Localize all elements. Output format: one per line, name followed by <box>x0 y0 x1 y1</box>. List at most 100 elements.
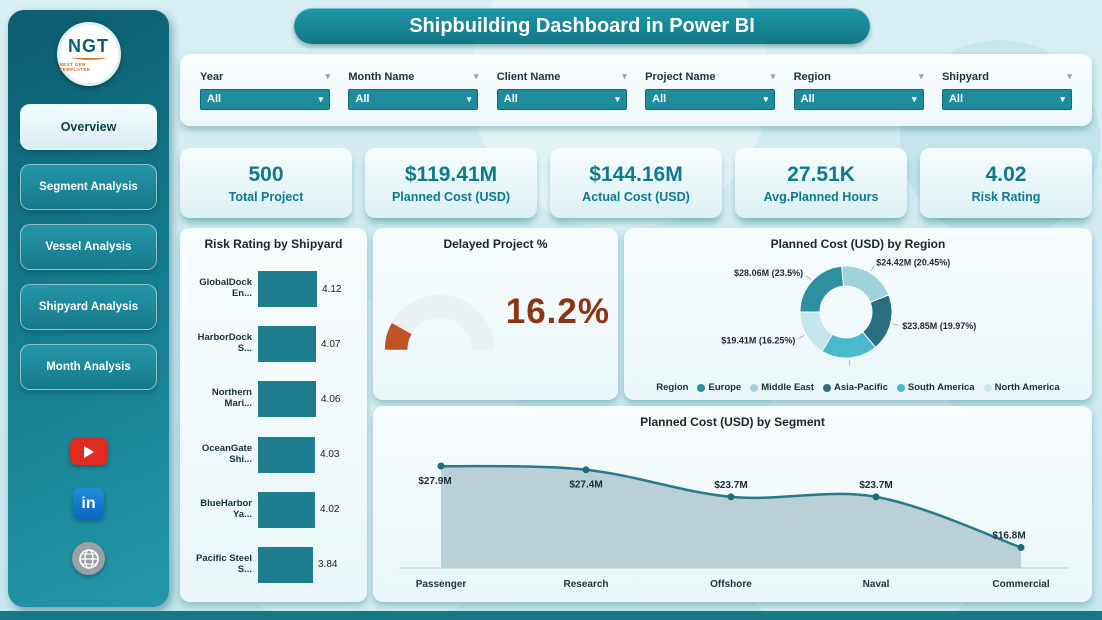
svg-text:Commercial: Commercial <box>992 579 1049 590</box>
filter-value: All <box>800 93 815 105</box>
gauge-value: 16.2% <box>505 291 610 331</box>
kpi-label: Actual Cost (USD) <box>582 189 690 204</box>
kpi-risk-rating: 4.02 Risk Rating <box>920 148 1092 218</box>
filter-panel: Year ▾ All ▾ Month Name ▾ All ▾ Client Name ▾… <box>180 54 1092 126</box>
bar[interactable] <box>258 381 316 418</box>
legend-item-europe[interactable]: Europe <box>697 382 741 393</box>
social-links: in <box>8 438 169 575</box>
sidebar-item-overview[interactable]: Overview <box>20 104 157 150</box>
kpi-label: Risk Rating <box>971 189 1041 204</box>
filter-region: Region ▾ All ▾ <box>793 70 924 110</box>
svg-text:$24.42M (20.45%): $24.42M (20.45%) <box>876 257 950 267</box>
svg-text:$27.4M: $27.4M <box>569 480 602 491</box>
nav-label: Month Analysis <box>46 361 131 373</box>
sidebar-item-segment-analysis[interactable]: Segment Analysis <box>20 164 157 210</box>
chevron-down-icon: ▾ <box>763 93 769 104</box>
filter-value: All <box>207 93 222 105</box>
region-donut-chart[interactable]: $28.06M (23.5%) $24.42M (20.45%) $23.85M (… <box>624 252 1092 370</box>
chevron-down-icon[interactable]: ▾ <box>770 71 776 81</box>
filter-select-project-name[interactable]: All ▾ <box>645 88 776 110</box>
bar-row: Pacific Steel S... 3.84 <box>188 540 363 590</box>
chevron-down-icon[interactable]: ▾ <box>325 71 330 81</box>
kpi-value: 27.51K <box>787 162 855 186</box>
chevron-down-icon[interactable]: ▾ <box>473 71 479 81</box>
kpi-planned-cost: $119.41M Planned Cost (USD) <box>365 148 537 218</box>
filter-project-name: Project Name ▾ All ▾ <box>645 71 776 110</box>
svg-text:Naval: Naval <box>863 579 890 590</box>
legend-label: North America <box>994 382 1060 393</box>
filter-select-client-name[interactable]: All ▾ <box>496 88 627 110</box>
segment-area-chart[interactable]: $27.9M Passenger $27.4M Research $23.7M Offsh… <box>381 432 1084 600</box>
filter-select-shipyard[interactable]: All ▾ <box>941 88 1072 110</box>
legend-label: Middle East <box>761 382 815 393</box>
chevron-down-icon: ▾ <box>466 93 472 104</box>
bar[interactable] <box>258 326 316 363</box>
kpi-label: Planned Cost (USD) <box>391 189 511 204</box>
logo-subtext: NEXT GEN TEMPLATES <box>59 62 91 72</box>
chevron-down-icon[interactable]: ▾ <box>1067 71 1072 81</box>
filter-value: All <box>355 93 370 105</box>
filter-month-name: Month Name ▾ All ▾ <box>348 70 479 110</box>
kpi-avg-planned-hours: 27.51K Avg.Planned Hours <box>735 148 907 218</box>
nav-label: Overview <box>60 120 117 134</box>
chart-title: Delayed Project % <box>443 237 548 251</box>
linkedin-icon[interactable]: in <box>73 488 104 519</box>
chevron-down-icon[interactable]: ▾ <box>919 71 924 81</box>
sidebar: NGT NEXT GEN TEMPLATES Overview Segment … <box>8 10 169 607</box>
bar[interactable] <box>258 491 315 528</box>
gauge-wrap: 16.2% <box>381 264 610 359</box>
filter-select-year[interactable]: All ▾ <box>200 88 330 110</box>
filter-label: Shipyard <box>941 70 990 83</box>
nav-label: Shipyard Analysis <box>38 301 139 313</box>
svg-text:Research: Research <box>563 579 608 590</box>
website-globe-icon[interactable] <box>72 542 105 575</box>
region-cost-card: Planned Cost (USD) by Region $28.06M (23… <box>624 228 1092 400</box>
svg-text:$23.7M: $23.7M <box>714 480 747 491</box>
bar-value-label: 4.02 <box>320 504 340 516</box>
legend-dot <box>697 383 706 392</box>
youtube-icon[interactable] <box>69 438 108 465</box>
bottom-border <box>0 611 1102 620</box>
chevron-down-icon: ▾ <box>318 93 323 104</box>
filter-label: Client Name <box>496 70 561 83</box>
kpi-label: Total Project <box>228 189 304 204</box>
legend-item-asia-pacific[interactable]: Asia-Pacific <box>823 382 888 393</box>
legend-dot <box>750 383 759 392</box>
kpi-actual-cost: $144.16M Actual Cost (USD) <box>550 148 722 218</box>
kpi-total-project: 500 Total Project <box>180 148 352 218</box>
bar[interactable] <box>258 271 317 307</box>
kpi-value: $119.41M <box>404 162 498 186</box>
delayed-project-card: Delayed Project % 16.2% <box>373 228 618 400</box>
svg-text:$23.85M (19.97%): $23.85M (19.97%) <box>902 321 976 331</box>
bar-row: OceanGate Shi... 4.03 <box>188 430 363 480</box>
bar-category-label: Pacific Steel S... <box>196 553 252 575</box>
legend-item-south-america[interactable]: South America <box>896 382 975 393</box>
bar-value-label: 3.84 <box>318 559 338 571</box>
sidebar-item-month-analysis[interactable]: Month Analysis <box>20 344 157 390</box>
chevron-down-icon[interactable]: ▾ <box>622 71 627 81</box>
legend-item-middle-east[interactable]: Middle East <box>750 382 814 393</box>
bar[interactable] <box>258 436 315 473</box>
kpi-value: 4.02 <box>985 162 1027 186</box>
filter-value: All <box>948 93 964 105</box>
filter-label: Region <box>793 70 831 83</box>
legend-dot <box>983 383 992 392</box>
filter-select-region[interactable]: All ▾ <box>793 88 924 110</box>
legend-item-north-america[interactable]: North America <box>983 382 1060 393</box>
nav-label: Segment Analysis <box>39 181 138 193</box>
svg-text:$16.8M: $16.8M <box>992 530 1025 541</box>
bar-category-label: HarborDock S... <box>197 332 252 355</box>
filter-label: Month Name <box>348 70 415 83</box>
filter-select-month-name[interactable]: All ▾ <box>348 88 479 110</box>
nav-label: Vessel Analysis <box>45 241 132 253</box>
bar-row: BlueHarbor Ya... 4.02 <box>188 485 363 535</box>
bar-value-label: 4.12 <box>322 283 342 295</box>
sidebar-item-vessel-analysis[interactable]: Vessel Analysis <box>20 224 157 270</box>
bar-category-label: GlobalDock En... <box>199 277 252 299</box>
bar-category-label: BlueHarbor Ya... <box>200 497 252 520</box>
sidebar-item-shipyard-analysis[interactable]: Shipyard Analysis <box>20 284 157 330</box>
chart-title: Risk Rating by Shipyard <box>204 237 343 251</box>
bar[interactable] <box>258 546 313 583</box>
bar-row: HarborDock S... 4.07 <box>188 319 363 369</box>
